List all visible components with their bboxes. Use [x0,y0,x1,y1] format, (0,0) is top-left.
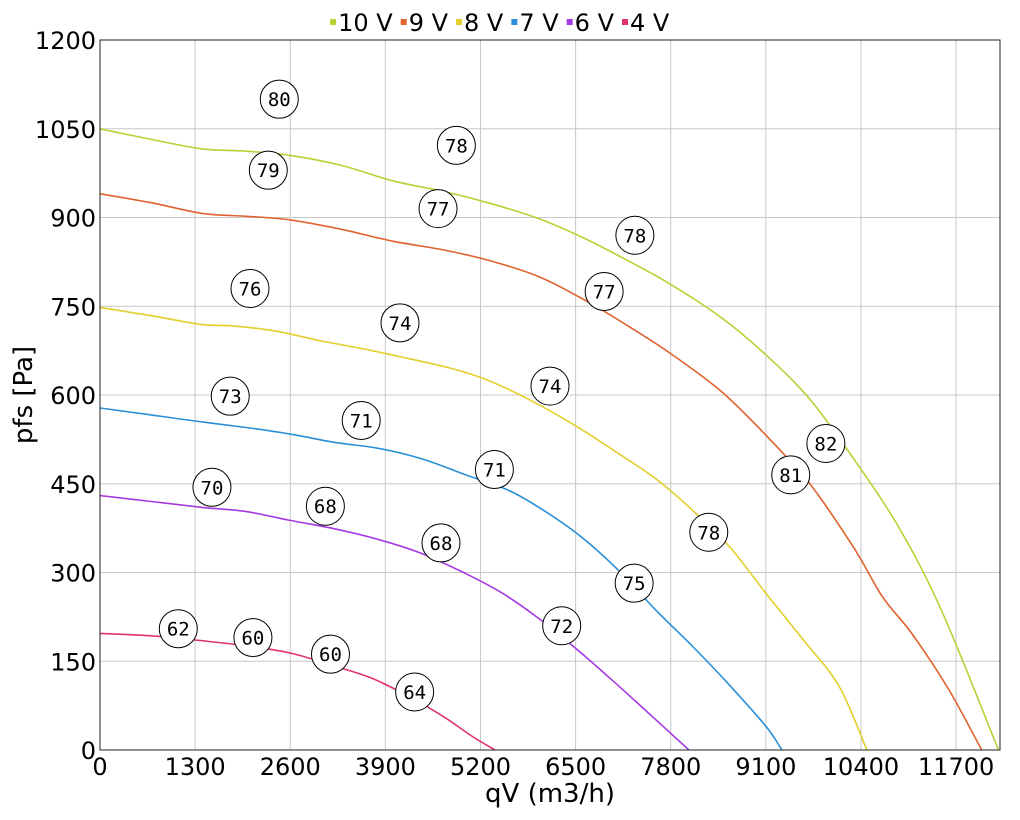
annotation-bubble [395,672,435,712]
y-tick-label: 300 [50,560,96,588]
x-tick-label: 6500 [545,753,606,781]
tick-labels: 0 1300 2600 3900 5200 6500 7800 9100 10400 11700 0… [35,27,994,781]
legend-swatch [400,19,407,25]
y-axis-title: pfs [Pa] [9,346,39,444]
annotation-bubbles: 80 78 79 77 78 76 77 74 74 73 71 82 71 81 70 68 78 68 75 72… [158,79,846,712]
annotation-label: 68 [314,496,337,518]
annotation-label: 71 [483,460,506,482]
y-tick-label: 150 [50,648,96,676]
annotation-label: 72 [550,616,573,638]
annotation-label: 73 [219,386,242,408]
annotation-bubble [418,189,458,229]
series-line [99,494,690,751]
y-tick-label: 1050 [35,116,96,144]
annotation-label: 82 [814,434,837,456]
y-tick-label: 600 [50,382,96,410]
annotation-bubble [542,606,582,646]
annotation-bubble [436,125,476,165]
legend-label: 4 V [630,9,670,37]
annotation-label: 80 [268,89,291,111]
series-line [99,632,496,751]
annotation-label: 74 [389,313,412,335]
y-tick-label: 900 [50,205,96,233]
annotation-label: 62 [167,619,190,641]
annotation-label: 77 [593,281,616,303]
annotation-bubble [530,366,570,406]
legend-swatch [511,19,518,25]
annotation-bubble [230,269,270,308]
legend-label: 6 V [575,9,615,37]
annotation-bubble [771,455,811,495]
annotation-bubble [192,467,232,507]
annotation-label: 78 [697,522,720,544]
annotation-label: 75 [623,573,646,595]
annotation-bubble [210,376,250,416]
annotation-bubble [614,563,654,603]
legend-label: 8 V [464,9,504,37]
annotation-bubble [689,512,729,552]
annotation-bubble [259,79,299,119]
legend-label: 9 V [409,9,449,37]
x-tick-label: 0 [92,753,107,781]
series-line [99,128,1000,751]
y-tick-label: 1200 [35,27,96,55]
annotation-bubble [806,424,846,464]
annotation-bubble [421,523,461,563]
annotation-label: 60 [241,628,264,650]
annotation-label: 70 [201,477,224,499]
series-group [99,128,1000,751]
annotation-bubble [380,303,420,343]
y-tick-label: 450 [50,471,96,499]
annotation-label: 76 [239,279,262,301]
annotation-bubble [341,400,381,440]
legend-swatch [622,19,629,25]
annotation-bubble [158,609,198,649]
legend-swatch [456,19,463,25]
annotation-bubble [305,486,345,526]
annotation-label: 78 [445,135,468,157]
x-tick-label: 9100 [735,753,796,781]
annotation-bubble [615,215,655,255]
annotation-label: 79 [257,160,280,182]
annotation-label: 71 [350,410,373,432]
x-tick-label: 11700 [918,753,994,781]
annotation-label: 78 [623,225,646,247]
annotation-label: 77 [427,199,450,221]
annotation-bubble [474,450,514,490]
x-tick-label: 1300 [165,753,226,781]
annotation-label: 64 [403,682,426,704]
annotation-bubble [584,271,624,311]
annotation-bubble [310,634,350,674]
series-line [99,306,868,751]
legend-swatch [566,19,573,25]
x-tick-label: 2600 [260,753,321,781]
legend-label: 7 V [519,9,559,37]
legend-swatch [330,19,337,25]
annotation-label: 68 [430,533,453,555]
annotation-label: 60 [319,644,342,666]
legend: 10 V 9 V 8 V 7 V 6 V 4 V [330,9,670,37]
y-tick-label: 750 [50,293,96,321]
series-line [99,193,983,751]
annotation-label: 81 [779,465,802,487]
x-tick-label: 5200 [450,753,511,781]
annotation-label: 74 [539,376,562,398]
x-axis-title: qV (m3/h) [485,779,615,809]
x-tick-label: 10400 [823,753,899,781]
series-line [99,407,783,751]
x-tick-label: 7800 [640,753,701,781]
annotation-bubble [233,618,273,658]
y-tick-label: 0 [81,737,96,765]
legend-label: 10 V [338,9,393,37]
plot-frame [99,39,1001,751]
annotation-bubble [248,150,288,190]
x-tick-label: 3900 [355,753,416,781]
